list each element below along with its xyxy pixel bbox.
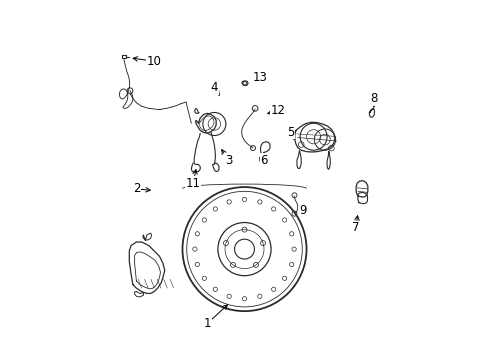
Text: 1: 1: [203, 317, 211, 330]
Text: 2: 2: [132, 183, 140, 195]
Text: 12: 12: [270, 104, 285, 117]
Text: 5: 5: [286, 126, 294, 139]
Text: 8: 8: [369, 92, 377, 105]
Text: 3: 3: [224, 154, 232, 167]
Text: 10: 10: [146, 55, 161, 68]
Text: 11: 11: [185, 177, 200, 190]
Text: 9: 9: [299, 204, 306, 217]
Text: 7: 7: [352, 221, 359, 234]
Text: 4: 4: [210, 81, 218, 94]
Text: 13: 13: [252, 71, 267, 84]
Text: 6: 6: [260, 154, 267, 167]
